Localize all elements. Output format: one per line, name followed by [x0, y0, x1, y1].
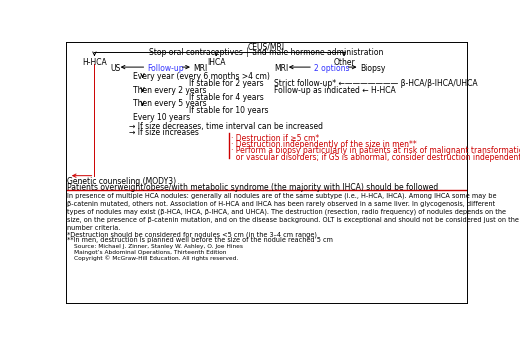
Text: If stable for 4 years: If stable for 4 years: [189, 92, 264, 102]
Text: · Destruction independently of the size in men**: · Destruction independently of the size …: [231, 140, 417, 149]
Text: Stop oral contraceptives │ and male hormone administration: Stop oral contraceptives │ and male horm…: [149, 48, 384, 57]
Text: → If size increases: → If size increases: [128, 128, 199, 137]
Text: Every year (every 6 months >4 cm): Every year (every 6 months >4 cm): [133, 72, 270, 81]
Text: Copyright © McGraw-Hill Education. All rights reserved.: Copyright © McGraw-Hill Education. All r…: [74, 255, 239, 261]
Text: Follow-up as indicated ← H-HCA: Follow-up as indicated ← H-HCA: [274, 86, 396, 94]
Text: · Perform a biopsy particularly in patients at risk of malignant transformation:: · Perform a biopsy particularly in patie…: [231, 146, 520, 155]
Text: Then every 5 years: Then every 5 years: [133, 100, 207, 108]
Text: Strict follow-up* ←——————— β-HCA/β-IHCA/UHCA: Strict follow-up* ←——————— β-HCA/β-IHCA/…: [274, 79, 478, 88]
Text: *Destruction should be considered for nodules <5 cm (in the 3–4 cm range): *Destruction should be considered for no…: [67, 231, 317, 238]
Text: **In men, destruction is planned well before the size of the nodule reached 5 cm: **In men, destruction is planned well be…: [67, 237, 333, 243]
Text: If stable for 2 years: If stable for 2 years: [189, 79, 264, 88]
Text: MRI: MRI: [193, 64, 208, 73]
Text: Every 10 years: Every 10 years: [133, 113, 190, 122]
Text: US: US: [110, 64, 120, 73]
Text: Biopsy: Biopsy: [360, 64, 386, 73]
Text: H-HCA: H-HCA: [82, 58, 107, 67]
Text: MRI: MRI: [274, 64, 289, 73]
Text: IHCA: IHCA: [207, 58, 225, 67]
Text: Patients overweight/obese/with metabolic syndrome (the majority with IHCA) shoul: Patients overweight/obese/with metabolic…: [67, 182, 438, 192]
Text: · Destruction if ≥5 cm*: · Destruction if ≥5 cm*: [231, 134, 319, 143]
Text: Genetic counseling (MODY3): Genetic counseling (MODY3): [67, 177, 176, 186]
Text: Other: Other: [333, 58, 355, 67]
Text: or vascular disorders; if GS is abnormal, consider destruction independently of : or vascular disorders; if GS is abnormal…: [231, 152, 520, 162]
Text: Maingot’s Abdominal Operations, Thirteenth Edition: Maingot’s Abdominal Operations, Thirteen…: [74, 250, 227, 255]
Text: Source: Michael J. Zinner, Stanley W. Ashley, O. Joe Hines: Source: Michael J. Zinner, Stanley W. As…: [74, 244, 243, 249]
Text: Then every 2 years: Then every 2 years: [133, 86, 207, 94]
Text: Follow-up: Follow-up: [147, 64, 184, 73]
Text: CEUS/MRI: CEUS/MRI: [248, 43, 285, 51]
Text: 2 options: 2 options: [314, 64, 349, 73]
Text: In presence of multiple HCA nodules: generally all nodules are of the same subty: In presence of multiple HCA nodules: gen…: [67, 193, 519, 231]
Text: → If size decreases, time interval can be increased: → If size decreases, time interval can b…: [128, 122, 322, 131]
Text: If stable for 10 years: If stable for 10 years: [189, 106, 268, 115]
